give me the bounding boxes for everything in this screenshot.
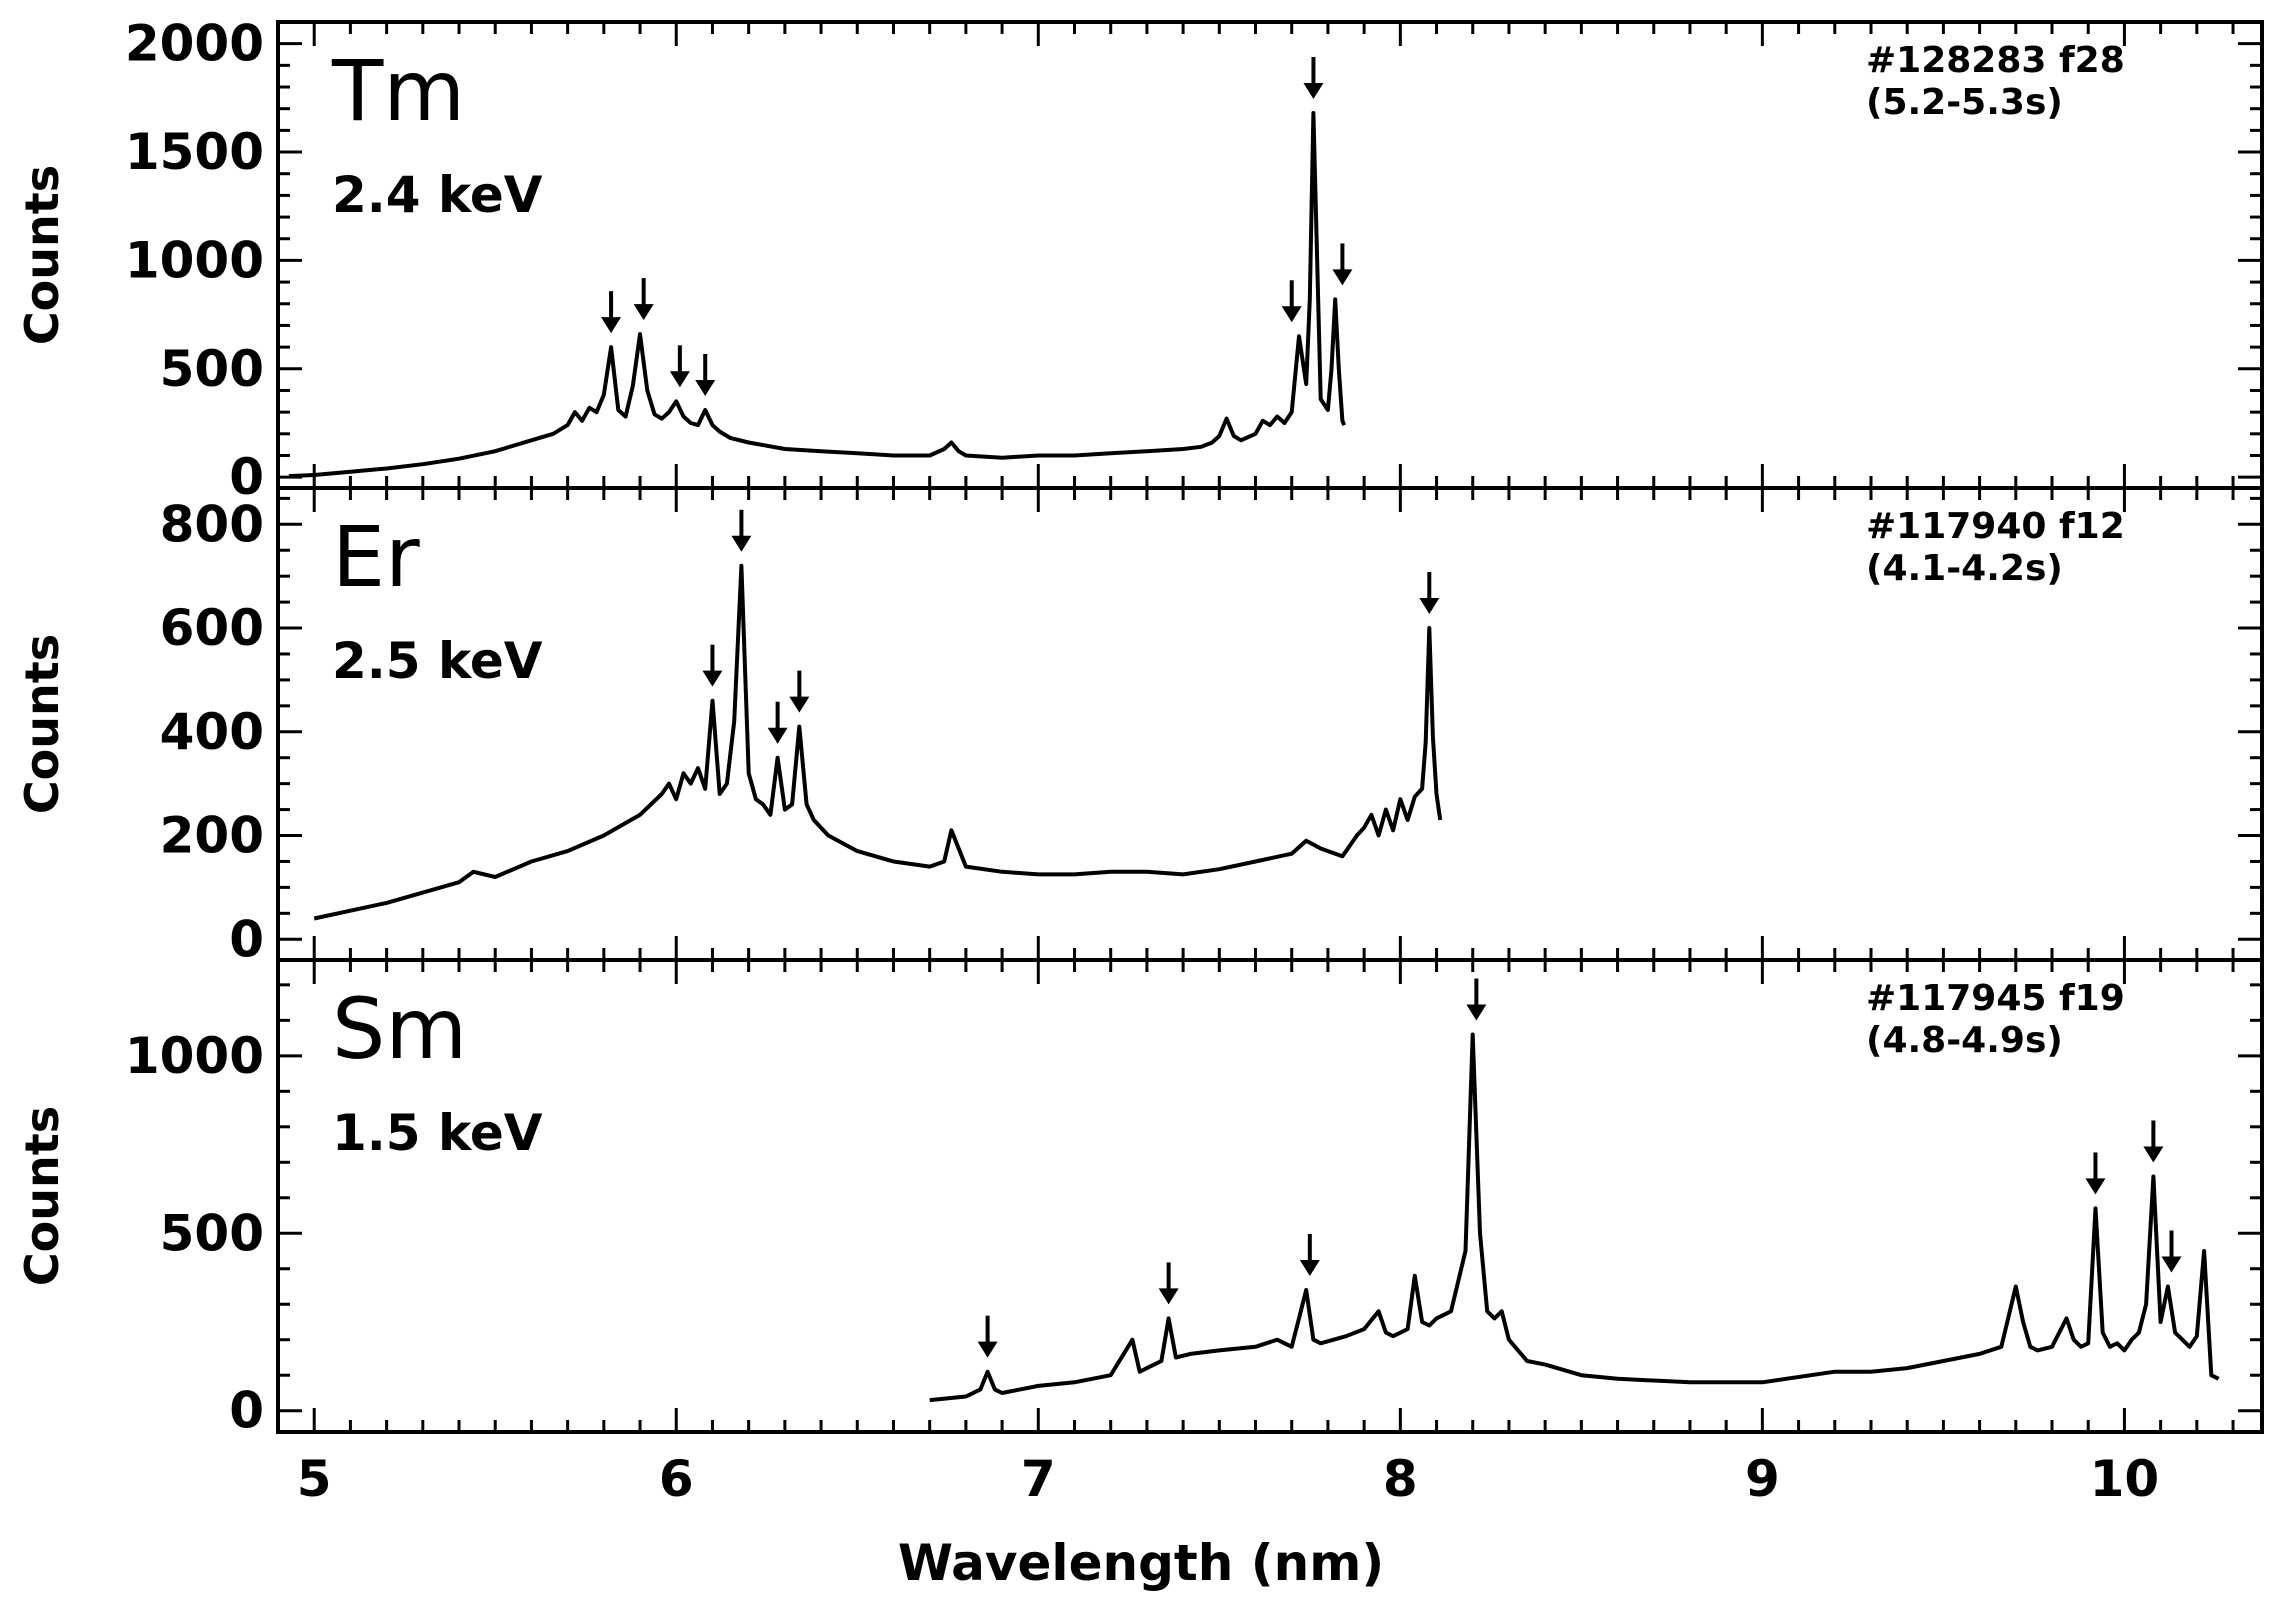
peak-arrow (669, 345, 690, 388)
spectrum-line-tm (288, 111, 1347, 479)
shot-label: #117945 f19 (1866, 978, 2125, 1019)
energy-label: 2.4 keV (332, 166, 543, 224)
peak-arrow (1419, 572, 1440, 615)
y-tick-label: 0 (229, 910, 264, 968)
y-tick-label: 0 (229, 1382, 264, 1440)
element-label: Tm (331, 42, 465, 140)
y-tick-label: 1500 (125, 123, 264, 181)
peak-arrow (2143, 1120, 2164, 1163)
spectrum-line-er (313, 563, 1443, 921)
x-tick-label: 6 (659, 1450, 694, 1508)
y-tick-label: 800 (160, 495, 264, 553)
y-tick-label: 200 (160, 807, 264, 865)
peak-arrow (977, 1315, 998, 1358)
peak-arrow (2161, 1230, 2182, 1273)
y-tick-label: 600 (160, 599, 264, 657)
energy-label: 1.5 keV (332, 1104, 543, 1162)
time-window-label: (5.2-5.3s) (1866, 82, 2063, 123)
y-tick-label: 0 (229, 448, 264, 506)
x-tick-label: 8 (1383, 1450, 1418, 1508)
y-tick-label: 1000 (125, 1027, 264, 1085)
x-tick-label: 10 (2090, 1450, 2160, 1508)
y-axis-label: Counts (15, 1106, 69, 1286)
peak-arrow (1299, 1234, 1320, 1277)
peak-arrow (767, 701, 788, 744)
x-tick-label: 5 (297, 1450, 332, 1508)
y-axis-label: Counts (15, 634, 69, 814)
shot-label: #128283 f28 (1866, 40, 2125, 81)
y-axis-label: Counts (15, 165, 69, 345)
peak-arrow (731, 509, 752, 552)
panel-sm: 0 500 1000 Counts Sm 1.5 keV #117945 f19(4.8-4… (15, 958, 2264, 1440)
peak-arrow (695, 353, 716, 396)
time-window-label: (4.8-4.9s) (1866, 1020, 2063, 1061)
panel-tm: 0 500 1000 1500 2000 Counts Tm 2.4 keV #128283 f… (15, 15, 2264, 506)
element-label: Sm (332, 980, 467, 1078)
spectrum-line-sm (929, 1032, 2220, 1403)
y-tick-label: 1000 (125, 231, 264, 289)
peak-arrow (1158, 1262, 1179, 1305)
peak-arrow (633, 278, 654, 321)
y-tick-label: 500 (160, 1204, 264, 1262)
peak-arrow (1281, 280, 1302, 323)
panel-frame (276, 958, 2264, 1434)
y-tick-label: 400 (160, 703, 264, 761)
y-tick-label: 2000 (125, 15, 264, 73)
peak-arrow (1466, 978, 1487, 1021)
energy-label: 2.5 keV (332, 632, 543, 690)
peak-arrow (702, 644, 723, 687)
x-axis-tick-labels: 5 6 7 8 9 10 (297, 1450, 2159, 1508)
peak-arrow (1303, 57, 1324, 100)
peak-arrow (601, 291, 622, 334)
shot-label: #117940 f12 (1866, 506, 2125, 547)
peak-arrow (789, 670, 810, 713)
x-tick-label: 9 (1745, 1450, 1780, 1508)
element-label: Er (332, 508, 420, 606)
time-window-label: (4.1-4.2s) (1866, 548, 2063, 589)
panel-er: 0 200 400 600 800 Counts Er 2.5 keV #117940 f12(… (15, 486, 2264, 968)
x-tick-label: 7 (1021, 1450, 1056, 1508)
peak-arrow (1332, 243, 1353, 286)
x-axis-label: Wavelength (nm) (898, 1534, 1384, 1592)
peak-arrow (2085, 1152, 2106, 1195)
y-tick-label: 500 (160, 340, 264, 398)
